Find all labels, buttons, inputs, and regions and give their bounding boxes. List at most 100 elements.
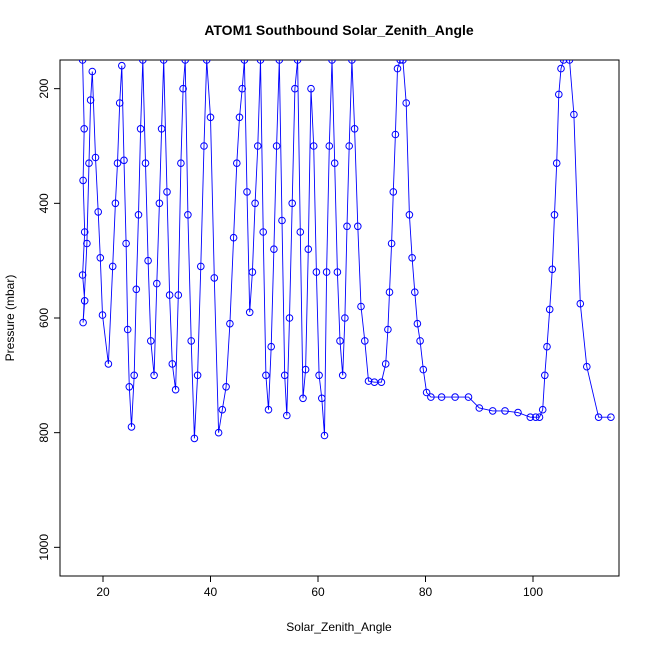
data-point xyxy=(179,84,187,93)
x-tick-label: 80 xyxy=(419,585,433,599)
data-point xyxy=(127,423,136,431)
data-point xyxy=(187,337,195,345)
data-point xyxy=(130,371,138,380)
data-point xyxy=(171,385,180,394)
data-point xyxy=(157,125,166,133)
data-point xyxy=(396,60,404,64)
data-point xyxy=(402,99,411,107)
data-point xyxy=(333,268,342,276)
data-point xyxy=(389,188,398,196)
data-point xyxy=(111,199,120,208)
data-point xyxy=(541,371,549,380)
data-point xyxy=(150,371,158,380)
data-point xyxy=(79,176,87,185)
data-point xyxy=(307,84,315,93)
data-point xyxy=(80,297,89,305)
data-point xyxy=(83,239,91,248)
data-point xyxy=(413,319,422,328)
data-point xyxy=(193,371,202,380)
data-point xyxy=(514,408,522,417)
data-point xyxy=(345,142,354,150)
data-point xyxy=(328,60,336,64)
data-point xyxy=(309,142,318,150)
data-point xyxy=(256,60,265,64)
y-tick-label: 200 xyxy=(37,78,51,98)
data-point xyxy=(570,110,578,119)
data-point xyxy=(408,253,416,262)
data-point xyxy=(104,360,113,368)
data-point xyxy=(285,314,294,322)
data-point xyxy=(301,365,310,374)
data-point xyxy=(238,84,246,93)
data-point xyxy=(270,245,278,253)
data-point xyxy=(320,431,329,440)
data-point xyxy=(385,288,394,297)
y-tick-label: 800 xyxy=(37,422,51,442)
data-point xyxy=(348,60,356,64)
x-tick-label: 60 xyxy=(311,585,325,599)
data-point xyxy=(550,211,559,219)
data-point xyxy=(190,434,199,443)
data-point xyxy=(405,211,414,219)
data-point xyxy=(422,388,431,397)
data-point xyxy=(280,371,289,380)
data-point xyxy=(229,233,238,242)
data-point xyxy=(391,130,400,139)
data-point xyxy=(233,159,241,167)
data-point xyxy=(118,61,126,70)
data-point xyxy=(79,318,87,327)
x-tick-label: 100 xyxy=(523,585,543,599)
data-point xyxy=(538,405,547,414)
data-point xyxy=(288,199,297,208)
data-point xyxy=(299,394,307,403)
data-point xyxy=(181,60,189,64)
data-point xyxy=(552,159,561,167)
series-layer xyxy=(78,60,615,443)
data-point xyxy=(134,211,143,219)
data-point xyxy=(559,60,568,64)
data-point xyxy=(210,274,219,282)
data-point xyxy=(565,60,574,64)
data-point xyxy=(177,159,185,167)
data-point xyxy=(94,208,102,216)
data-point xyxy=(381,360,390,368)
data-point xyxy=(399,60,407,64)
x-axis-label: Solar_Zenith_Angle xyxy=(286,620,392,634)
data-point xyxy=(85,159,93,167)
data-point xyxy=(384,325,392,334)
data-point xyxy=(141,159,150,167)
data-point xyxy=(272,142,281,150)
y-tick-label: 600 xyxy=(37,308,51,328)
data-point xyxy=(336,337,344,345)
data-point xyxy=(80,228,89,236)
data-point xyxy=(576,299,585,308)
data-point xyxy=(120,156,128,165)
data-point xyxy=(451,393,459,401)
data-point xyxy=(377,378,386,387)
data-point xyxy=(557,64,565,73)
data-point xyxy=(488,407,497,415)
data-point xyxy=(545,305,554,314)
data-point xyxy=(80,125,88,133)
data-point xyxy=(464,393,473,401)
data-point xyxy=(159,60,168,64)
y-axis: 200 400 600 800 1000 xyxy=(37,78,60,561)
data-point xyxy=(267,342,276,351)
data-point xyxy=(202,60,211,64)
data-point xyxy=(184,211,192,219)
data-point xyxy=(108,262,117,271)
data-point xyxy=(200,142,208,150)
data-point xyxy=(132,285,141,294)
data-point xyxy=(235,113,244,122)
data-point xyxy=(253,142,262,150)
data-point xyxy=(325,142,334,150)
data-point xyxy=(206,113,215,122)
data-point xyxy=(165,291,174,299)
data-point xyxy=(526,413,535,422)
data-point xyxy=(125,383,134,391)
data-point xyxy=(583,362,591,371)
data-point xyxy=(291,84,299,93)
y-axis-label: Pressure (mbar) xyxy=(3,275,17,362)
data-point xyxy=(98,311,107,319)
data-point xyxy=(147,337,155,345)
